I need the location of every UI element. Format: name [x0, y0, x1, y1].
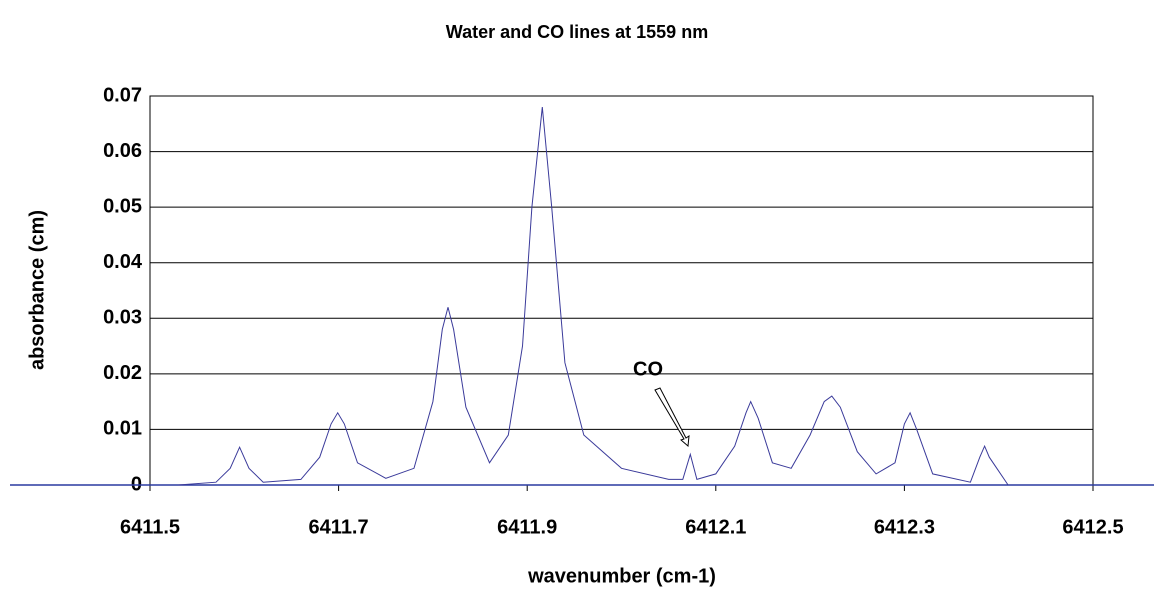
x-tick-label: 6411.9	[497, 516, 557, 538]
y-tick-label: 0.04	[103, 251, 143, 273]
y-tick-label: 0.06	[103, 140, 142, 162]
spectrum-line	[178, 107, 1009, 486]
x-tick-label: 6411.7	[309, 516, 369, 538]
x-axis-label: wavenumber (cm-1)	[527, 565, 716, 587]
annotation-arrow	[654, 387, 690, 448]
y-tick-label: 0.02	[103, 362, 142, 384]
x-tick-label: 6412.1	[685, 516, 746, 538]
y-tick-label: 0.05	[103, 195, 142, 217]
x-tick-label: 6412.5	[1062, 516, 1123, 538]
annotation: CO	[633, 358, 663, 380]
x-tick-label: 6411.5	[120, 516, 180, 538]
y-tick-label: 0.01	[103, 418, 142, 440]
x-tick-label: 6412.3	[874, 516, 935, 538]
chart-title: Water and CO lines at 1559 nm	[446, 22, 708, 42]
y-tick-label: 0.07	[103, 84, 142, 106]
plot-frame	[149, 95, 1094, 486]
y-tick-label: 0.03	[103, 307, 142, 329]
y-axis-label: absorbance (cm)	[26, 210, 48, 370]
